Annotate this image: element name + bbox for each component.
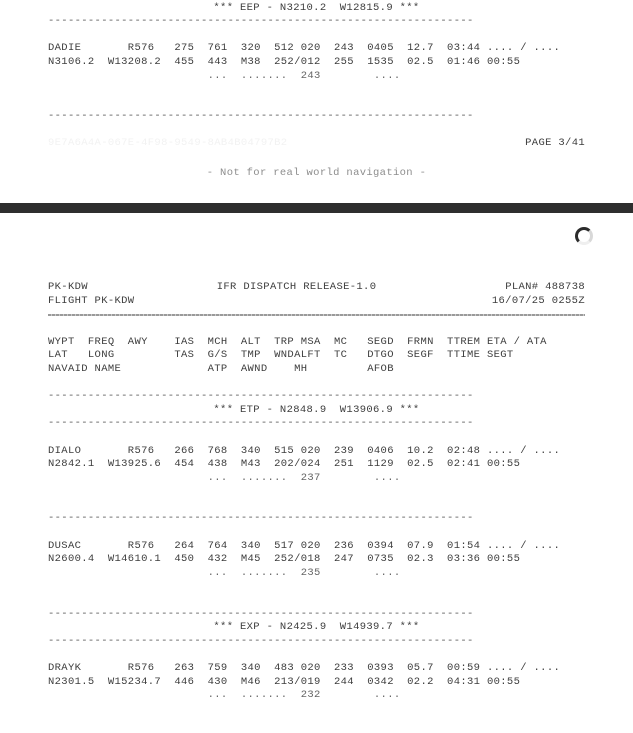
flight-name: FLIGHT PK-KDW [48,294,135,307]
release-title: IFR DISPATCH RELEASE-1.0 [216,280,377,293]
waypoint-line-3: ... ....... 237 .... [48,471,401,484]
document-page-1: ----------------------------------------… [0,0,633,203]
waypoint-line-3: ... ....... 243 .... [48,69,401,82]
section-title-eep: *** EEP - N3210.2 W12815.9 *** [213,1,420,14]
loading-spinner-icon [575,227,595,247]
section-title-etp: *** ETP - N2848.9 W13906.9 *** [213,403,420,416]
etp-rule-bottom: ----------------------------------------… [48,512,474,525]
waypoint-line-1: DRAYK R576 263 759 340 483 020 233 0393 … [48,662,561,674]
waypoint-line-3: ... ....... 232 .... [48,689,401,702]
page-footer: 9E7A6A4A-067E-4F98-9549-8AB4B04797B2 PAG… [48,137,585,151]
waypoint-line-2: N2600.4 W14610.1 450 432 M45 252/018 247… [48,553,521,566]
document-page-2: PK-KDW IFR DISPATCH RELEASE-1.0 PLAN# 48… [0,213,633,733]
section-rule-bottom: ----------------------------------------… [48,110,474,123]
exp-rule-top: ----------------------------------------… [48,607,474,620]
waypoint-row-dadie: DADIE R576 275 761 320 512 020 243 0405 … [48,42,585,83]
plan-number: PLAN# 488738 [505,280,585,293]
disclaimer-note: - Not for real world navigation - [206,167,427,180]
column-header-line-3: NAVAID NAME ATP AWND MH AFOB [48,362,394,375]
waypoint-line-3: ... ....... 235 .... [48,566,401,579]
etp-rule-under-title: ----------------------------------------… [48,417,474,430]
document-watermark-id: 9E7A6A4A-067E-4F98-9549-8AB4B04797B2 [48,137,288,150]
header-divider [48,314,585,317]
page-number: PAGE 3/41 [525,137,585,150]
etp-rule-top: ----------------------------------------… [48,390,474,403]
section-title-exp: *** EXP - N2425.9 W14939.7 *** [213,621,420,634]
column-header-block: WYPT FREQ AWY IAS MCH ALT TRP MSA MC SEG… [48,336,585,377]
waypoint-line-1: DUSAC R576 264 764 340 517 020 236 0394 … [48,539,561,552]
section-rule-under-title: ----------------------------------------… [48,15,474,28]
waypoint-line-2: N2842.1 W13925.6 454 438 M43 202/024 251… [48,458,521,471]
waypoint-row-dialo: DIALO R576 266 768 340 515 020 239 0406 … [48,445,585,486]
waypoint-row-drayk: DRAYK R576 263 759 340 483 020 233 0393 … [48,662,585,703]
column-header-line-1: WYPT FREQ AWY IAS MCH ALT TRP MSA MC SEG… [48,335,547,348]
release-header-line-1: PK-KDW IFR DISPATCH RELEASE-1.0 PLAN# 48… [48,281,585,295]
waypoint-line-1: DADIE R576 275 761 320 512 020 243 0405 … [48,42,561,55]
waypoint-row-dusac: DUSAC R576 264 764 340 517 020 236 0394 … [48,540,585,581]
column-header-line-2: LAT LONG TAS G/S TMP WNDALFT TC DTGO SEG… [48,349,514,362]
page-separator-band [0,203,633,214]
release-header-line-2: FLIGHT PK-KDW 16/07/25 0255Z [48,295,585,309]
waypoint-line-1: DIALO R576 266 768 340 515 020 239 0406 … [48,444,561,457]
exp-rule-under-title: ----------------------------------------… [48,634,474,647]
waypoint-line-2: N2301.5 W15234.7 446 430 M46 213/019 244… [48,675,521,688]
flight-code: PK-KDW [48,280,88,293]
waypoint-line-2: N3106.2 W13208.2 455 443 M38 252/012 255… [48,55,521,68]
release-datetime: 16/07/25 0255Z [491,294,585,307]
